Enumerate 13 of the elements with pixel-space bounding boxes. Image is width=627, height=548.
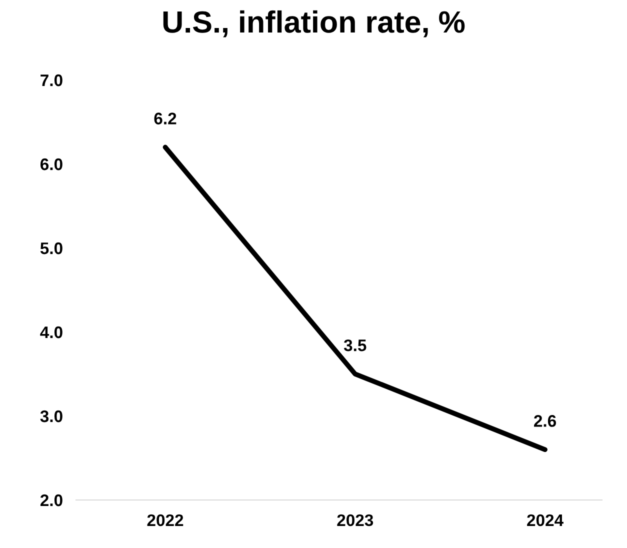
data-label: 6.2: [154, 112, 176, 124]
x-tick-label: 2024: [527, 514, 564, 526]
x-tick-label: 2023: [337, 514, 374, 526]
chart-title: U.S., inflation rate, %: [163, 10, 465, 38]
data-label: 3.5: [344, 339, 366, 352]
data-label: 2.6: [534, 415, 556, 427]
y-tick-label: 6.0: [40, 158, 62, 170]
y-tick-label: 7.0: [40, 74, 62, 86]
y-tick-label: 2.0: [40, 494, 62, 506]
y-tick-label: 4.0: [40, 326, 62, 338]
x-tick-label: 2022: [147, 514, 184, 526]
y-tick-label: 3.0: [40, 410, 62, 422]
y-tick-label: 5.0: [40, 242, 62, 254]
